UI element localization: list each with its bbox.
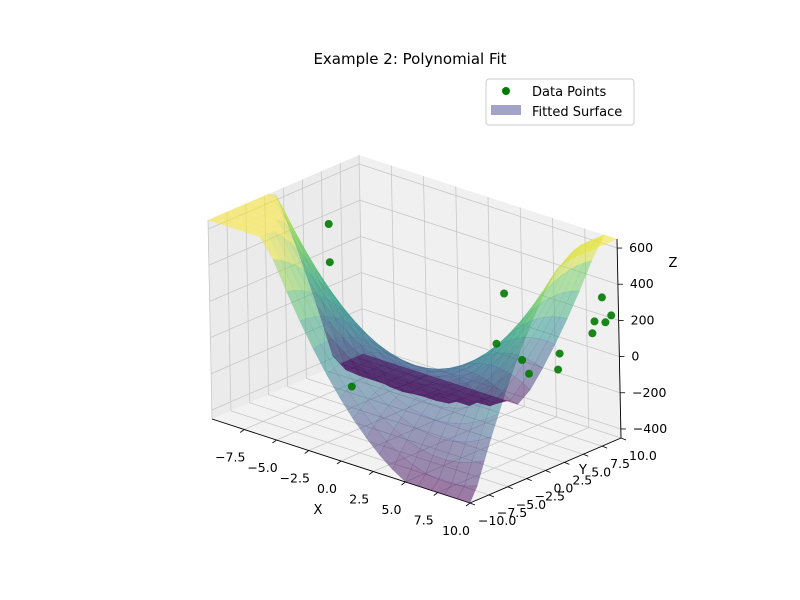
data-points	[324, 220, 616, 391]
gridline	[210, 272, 362, 338]
legend-swatch-fitted-surface	[491, 105, 521, 115]
gridline	[226, 211, 232, 411]
data-point	[601, 318, 610, 327]
data-point	[588, 329, 597, 338]
x-axis-label: X	[314, 503, 323, 518]
legend-box	[485, 78, 635, 126]
surface-patch	[509, 382, 531, 405]
z-axis-line	[616, 238, 622, 439]
y-tick	[620, 437, 627, 441]
surface-patch	[483, 395, 506, 404]
data-point	[347, 382, 356, 391]
z-tick-label: 0	[631, 349, 639, 364]
surface-patch	[583, 234, 605, 263]
surface-patch	[354, 353, 377, 362]
y-tick-label: −7.5	[497, 505, 527, 520]
y-axis-label: Y	[578, 463, 587, 478]
gridline	[361, 272, 620, 357]
z-tick-label: 200	[631, 312, 655, 327]
y-tick	[545, 470, 551, 473]
y-tick	[601, 445, 608, 449]
data-point	[518, 356, 527, 364]
x-tick	[369, 471, 374, 475]
x-tick-label: −5.0	[247, 460, 277, 475]
z-axis-label: Z	[669, 256, 678, 271]
z-tick-label: −200	[632, 385, 666, 400]
x-tick	[304, 450, 309, 454]
surface-patch	[445, 383, 467, 392]
gridline	[360, 236, 619, 321]
gridline	[390, 165, 396, 365]
gridline	[245, 203, 251, 403]
y-tick-label: −2.5	[535, 489, 565, 504]
data-point	[325, 258, 334, 267]
y-tick-label: 7.5	[610, 456, 630, 471]
data-point	[525, 369, 533, 378]
x-tick-label: 0.0	[317, 481, 337, 496]
y-tick-label: 10.0	[629, 448, 657, 463]
y-tick-label: 5.0	[591, 464, 611, 479]
x-tick	[401, 481, 406, 486]
x-tick	[240, 429, 245, 433]
surface-patch	[522, 362, 543, 391]
data-point	[597, 293, 606, 302]
x-tick	[336, 460, 342, 465]
axis-ticks: −7.5−5.0−2.50.02.55.07.510.0−10.0−7.5−5.…	[215, 240, 667, 538]
y-tick-label: −10.0	[478, 513, 516, 528]
y-tick	[564, 462, 570, 465]
gridline	[455, 186, 461, 386]
surface-patch	[419, 374, 441, 383]
chart-title: Example 2: Polynomial Fit	[313, 50, 506, 68]
x-tick-label: −2.5	[280, 471, 310, 486]
y-tick-label: 2.5	[572, 472, 592, 487]
gridline	[423, 175, 428, 376]
gridline	[207, 219, 213, 420]
surface-patch	[380, 362, 403, 371]
axes-3d: −7.5−5.0−2.50.02.55.07.510.0−10.0−7.5−5.…	[207, 154, 667, 538]
z-tick-label: 600	[629, 240, 653, 255]
legend-marker-data-points	[502, 87, 510, 95]
gridline	[358, 154, 364, 355]
data-point	[607, 311, 616, 320]
x-tick-label: 7.5	[414, 513, 434, 528]
legend-label-fitted-surface: Fitted Surface	[532, 105, 622, 120]
x-tick-label: 2.5	[349, 492, 369, 507]
y-tick	[507, 486, 513, 490]
surface-patch	[393, 366, 416, 375]
y-tick-label: 0.0	[554, 481, 574, 496]
data-point	[492, 339, 501, 348]
x-tick	[272, 439, 277, 444]
y-tick	[488, 494, 495, 498]
data-point	[554, 365, 563, 374]
y-tick	[469, 502, 476, 506]
legend-label-data-points: Data Points	[532, 85, 606, 100]
x-tick-label: −7.5	[215, 450, 245, 465]
legend: Data Points Fitted Surface	[485, 78, 635, 126]
data-point	[324, 220, 333, 228]
y-tick-label: −5.0	[516, 497, 546, 512]
z-tick-label: −400	[633, 421, 667, 436]
x-tick	[465, 502, 471, 507]
surface-patch	[458, 387, 480, 396]
data-point	[500, 289, 509, 298]
x-tick-label: 10.0	[442, 523, 470, 538]
data-point	[555, 349, 564, 358]
x-tick-label: 5.0	[382, 502, 402, 517]
data-point	[590, 317, 599, 326]
z-tick-label: 400	[630, 276, 654, 291]
x-tick	[433, 492, 438, 496]
gridline	[359, 163, 618, 249]
y-tick	[583, 453, 589, 457]
y-tick	[526, 478, 532, 481]
fitted-surface	[207, 193, 618, 504]
surface-patch	[534, 340, 556, 369]
